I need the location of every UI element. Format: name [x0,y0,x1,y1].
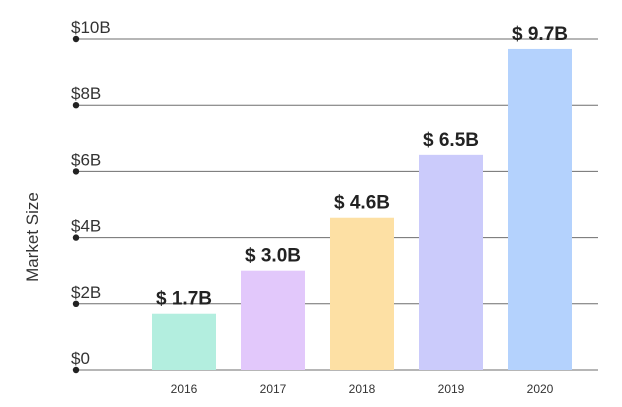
bar-2019 [419,154,483,370]
y-tick-label: $10B [71,18,111,37]
labels: $0 $2B $4B $6B $8B $10B $ 1.7B 2016 $ 3.0B 2017 $ … [71,18,568,396]
gridline-dot [72,300,80,307]
gridline-dot [72,168,80,175]
bar-2016 [152,313,216,370]
y-tick-label: $8B [71,84,101,103]
gridline-dot [72,366,80,374]
bar-2018 [330,217,394,370]
bar-2017 [241,270,305,370]
y-tick-label: $6B [71,150,101,169]
x-tick-label: 2016 [171,382,198,396]
y-tick-label: $0 [71,349,90,368]
data-label: $ 6.5B [423,130,479,151]
data-label: $ 3.0B [245,246,301,267]
data-label: $ 1.7B [156,289,212,310]
x-tick-label: 2020 [527,382,554,396]
x-tick-label: 2019 [438,382,465,396]
gridline-dot [72,35,80,43]
x-tick-label: 2018 [349,382,376,396]
y-axis-title: Market Size [23,192,42,282]
data-label: $ 9.7B [512,24,568,45]
gridline-dot [72,102,80,109]
bar-2020 [508,48,572,371]
bars [152,48,572,371]
y-tick-label: $4B [71,217,101,236]
gridline-dot [72,234,80,241]
x-tick-label: 2017 [260,382,287,396]
y-tick-label: $2B [71,283,101,302]
data-label: $ 4.6B [334,193,390,214]
